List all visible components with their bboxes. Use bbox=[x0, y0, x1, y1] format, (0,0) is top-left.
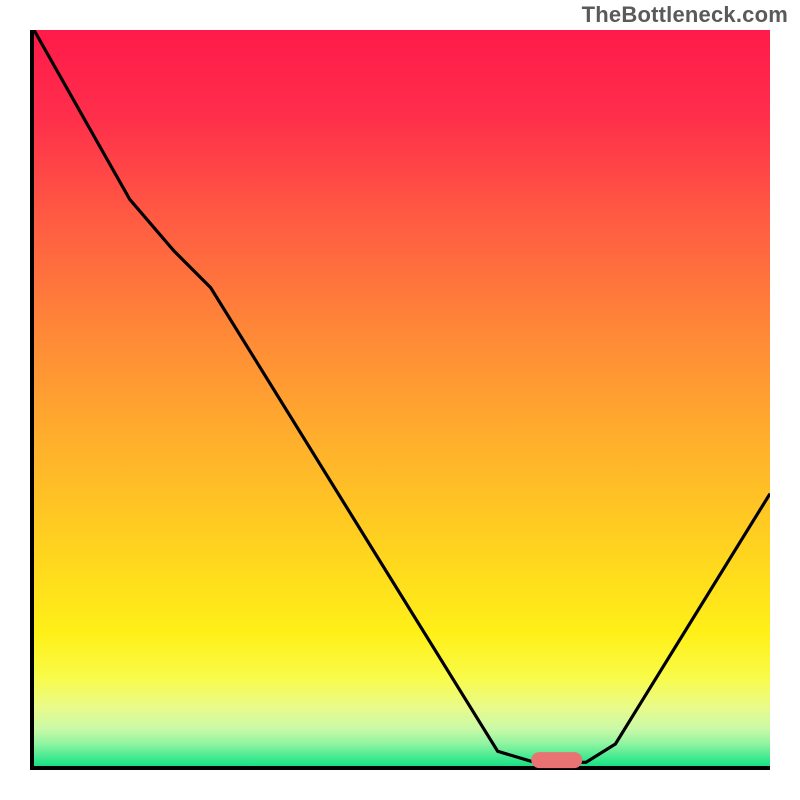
chart-curve bbox=[34, 30, 770, 766]
chart-plot-area bbox=[30, 30, 770, 770]
chart-marker bbox=[531, 752, 583, 768]
watermark-text: TheBottleneck.com bbox=[582, 2, 788, 28]
